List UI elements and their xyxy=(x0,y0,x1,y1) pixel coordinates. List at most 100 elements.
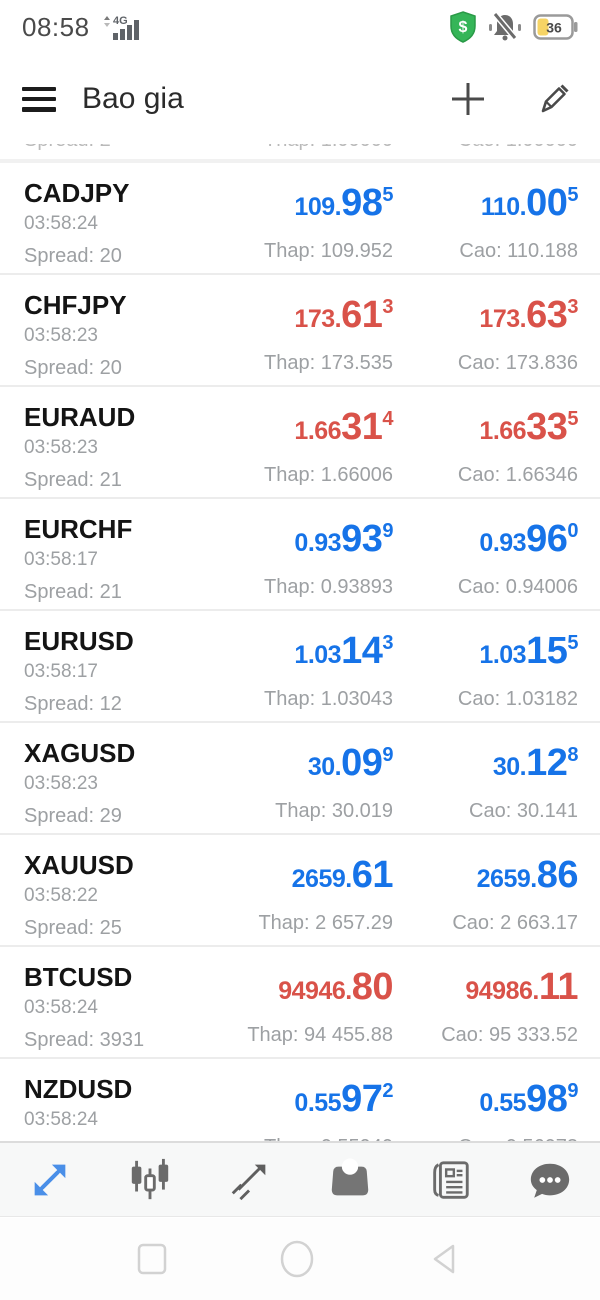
ask-price: 30.128 xyxy=(492,742,579,784)
tab-messages[interactable] xyxy=(500,1143,600,1216)
quote-time: 03:58:22 xyxy=(24,885,98,906)
bid-price: 2659.61 xyxy=(291,854,394,896)
newspaper-icon xyxy=(433,1160,469,1199)
bid-price: 0.93939 xyxy=(294,518,393,560)
ask-price: 2659.86 xyxy=(476,854,579,896)
bid-price: 173.613 xyxy=(294,294,393,336)
quote-time: 03:58:23 xyxy=(24,437,98,458)
quote-row-euraud[interactable]: EURAUD 03:58:23 Spread: 21 1.66314 Thap:… xyxy=(0,387,600,499)
ask-price: 110.005 xyxy=(480,182,579,224)
tab-news[interactable] xyxy=(400,1143,500,1216)
home-button[interactable] xyxy=(277,1237,317,1281)
high-value: Cao: 30.141 xyxy=(469,800,578,822)
ask-price: 94986.11 xyxy=(465,966,578,1008)
quote-time: 03:58:24 xyxy=(24,1109,98,1130)
symbol-name: XAUUSD xyxy=(24,850,134,880)
tab-history[interactable] xyxy=(300,1143,400,1216)
svg-text:4G: 4G xyxy=(113,15,128,27)
app-header: Bao gia xyxy=(0,54,600,144)
symbol-name: BTCUSD xyxy=(24,962,133,992)
spread-value: Spread: 21 xyxy=(24,469,122,491)
quotes-list: CADJPY 03:58:24 Spread: 20 109.985 Thap:… xyxy=(0,163,600,1171)
symbol-name: CHFJPY xyxy=(24,290,127,320)
bid-price: 0.55972 xyxy=(294,1078,393,1120)
back-triangle-icon xyxy=(433,1244,455,1274)
tab-charts[interactable] xyxy=(100,1143,200,1216)
low-value: Thap: 2 657.29 xyxy=(258,912,393,934)
quote-time: 03:58:23 xyxy=(24,325,98,346)
low-value: Thap: 30.019 xyxy=(275,800,393,822)
symbol-name: NZDUSD xyxy=(24,1074,133,1104)
clipped-high: Cao: 1.00000 xyxy=(393,144,578,152)
quote-row-xauusd[interactable]: XAUUSD 03:58:22 Spread: 25 2659.61 Thap:… xyxy=(0,835,600,947)
ask-price: 0.93960 xyxy=(479,518,578,560)
spread-value: Spread: 21 xyxy=(24,581,122,603)
quote-row-btcusd[interactable]: BTCUSD 03:58:24 Spread: 3931 94946.80 Th… xyxy=(0,947,600,1059)
spread-value: Spread: 3931 xyxy=(24,1029,145,1051)
quote-time: 03:58:17 xyxy=(24,661,98,682)
battery-icon: 36 xyxy=(533,14,578,40)
quote-time: 03:58:24 xyxy=(24,213,98,234)
quote-row-eurusd[interactable]: EURUSD 03:58:17 Spread: 12 1.03143 Thap:… xyxy=(0,611,600,723)
bid-price: 94946.80 xyxy=(278,966,393,1008)
edit-pencil-icon[interactable] xyxy=(536,81,572,117)
tab-quotes[interactable] xyxy=(0,1143,100,1216)
candlestick-chart-icon xyxy=(131,1158,169,1199)
ask-price: 1.03155 xyxy=(479,630,578,672)
muted-bell-icon xyxy=(489,12,521,41)
high-value: Cao: 110.188 xyxy=(459,240,578,262)
bid-price: 1.03143 xyxy=(294,630,393,672)
clipped-spread: Spread: 2 xyxy=(24,144,214,152)
symbol-name: EURAUD xyxy=(24,402,136,432)
symbol-name: EURCHF xyxy=(24,514,133,544)
quote-row-chfjpy[interactable]: CHFJPY 03:58:23 Spread: 20 173.613 Thap:… xyxy=(0,275,600,387)
low-value: Thap: 173.535 xyxy=(264,352,393,374)
dollar-shield-icon: $ xyxy=(450,11,476,43)
quote-row-eurchf[interactable]: EURCHF 03:58:17 Spread: 21 0.93939 Thap:… xyxy=(0,499,600,611)
quotes-arrows-icon xyxy=(34,1164,66,1195)
quote-time: 03:58:17 xyxy=(24,549,98,570)
low-value: Thap: 0.93893 xyxy=(264,576,393,598)
ask-price: 0.55989 xyxy=(479,1078,578,1120)
status-bar: 08:58 4G $ xyxy=(0,0,600,54)
low-value: Thap: 1.66006 xyxy=(264,464,393,486)
back-button[interactable] xyxy=(425,1239,465,1279)
system-nav xyxy=(0,1218,600,1300)
bottom-nav xyxy=(0,1141,600,1217)
low-value: Thap: 94 455.88 xyxy=(247,1024,393,1046)
menu-icon[interactable] xyxy=(22,86,56,112)
high-value: Cao: 1.66346 xyxy=(457,464,578,486)
bid-price: 30.099 xyxy=(307,742,394,784)
high-value: Cao: 173.836 xyxy=(457,352,578,374)
signal-4g-icon: 4G xyxy=(103,15,139,40)
quote-time: 03:58:24 xyxy=(24,997,98,1018)
clipped-low: Thap: 1.00000 xyxy=(214,144,393,152)
bid-price: 109.985 xyxy=(294,182,393,224)
page-title: Bao gia xyxy=(82,82,184,115)
spread-value: Spread: 29 xyxy=(24,805,122,827)
high-value: Cao: 2 663.17 xyxy=(452,912,578,934)
square-icon xyxy=(137,1243,167,1275)
spread-value: Spread: 20 xyxy=(24,245,122,267)
symbol-name: CADJPY xyxy=(24,178,130,208)
clock-text: 08:58 xyxy=(22,11,90,42)
add-symbol-icon[interactable] xyxy=(450,81,486,117)
inbox-tray-icon xyxy=(331,1157,369,1195)
tab-trade[interactable] xyxy=(200,1143,300,1216)
spread-value: Spread: 20 xyxy=(24,357,122,379)
high-value: Cao: 0.94006 xyxy=(457,576,578,598)
high-value: Cao: 1.03182 xyxy=(457,688,578,710)
chat-bubble-icon xyxy=(530,1163,570,1198)
circle-icon xyxy=(280,1240,314,1278)
svg-text:36: 36 xyxy=(546,20,562,36)
ask-price: 1.66335 xyxy=(479,406,578,448)
quote-time: 03:58:23 xyxy=(24,773,98,794)
recent-apps-button[interactable] xyxy=(135,1239,169,1279)
quote-row-cadjpy[interactable]: CADJPY 03:58:24 Spread: 20 109.985 Thap:… xyxy=(0,163,600,275)
symbol-name: XAGUSD xyxy=(24,738,136,768)
quote-row-xagusd[interactable]: XAGUSD 03:58:23 Spread: 29 30.099 Thap: … xyxy=(0,723,600,835)
high-value: Cao: 95 333.52 xyxy=(441,1024,578,1046)
symbol-name: EURUSD xyxy=(24,626,134,656)
bid-price: 1.66314 xyxy=(294,406,393,448)
